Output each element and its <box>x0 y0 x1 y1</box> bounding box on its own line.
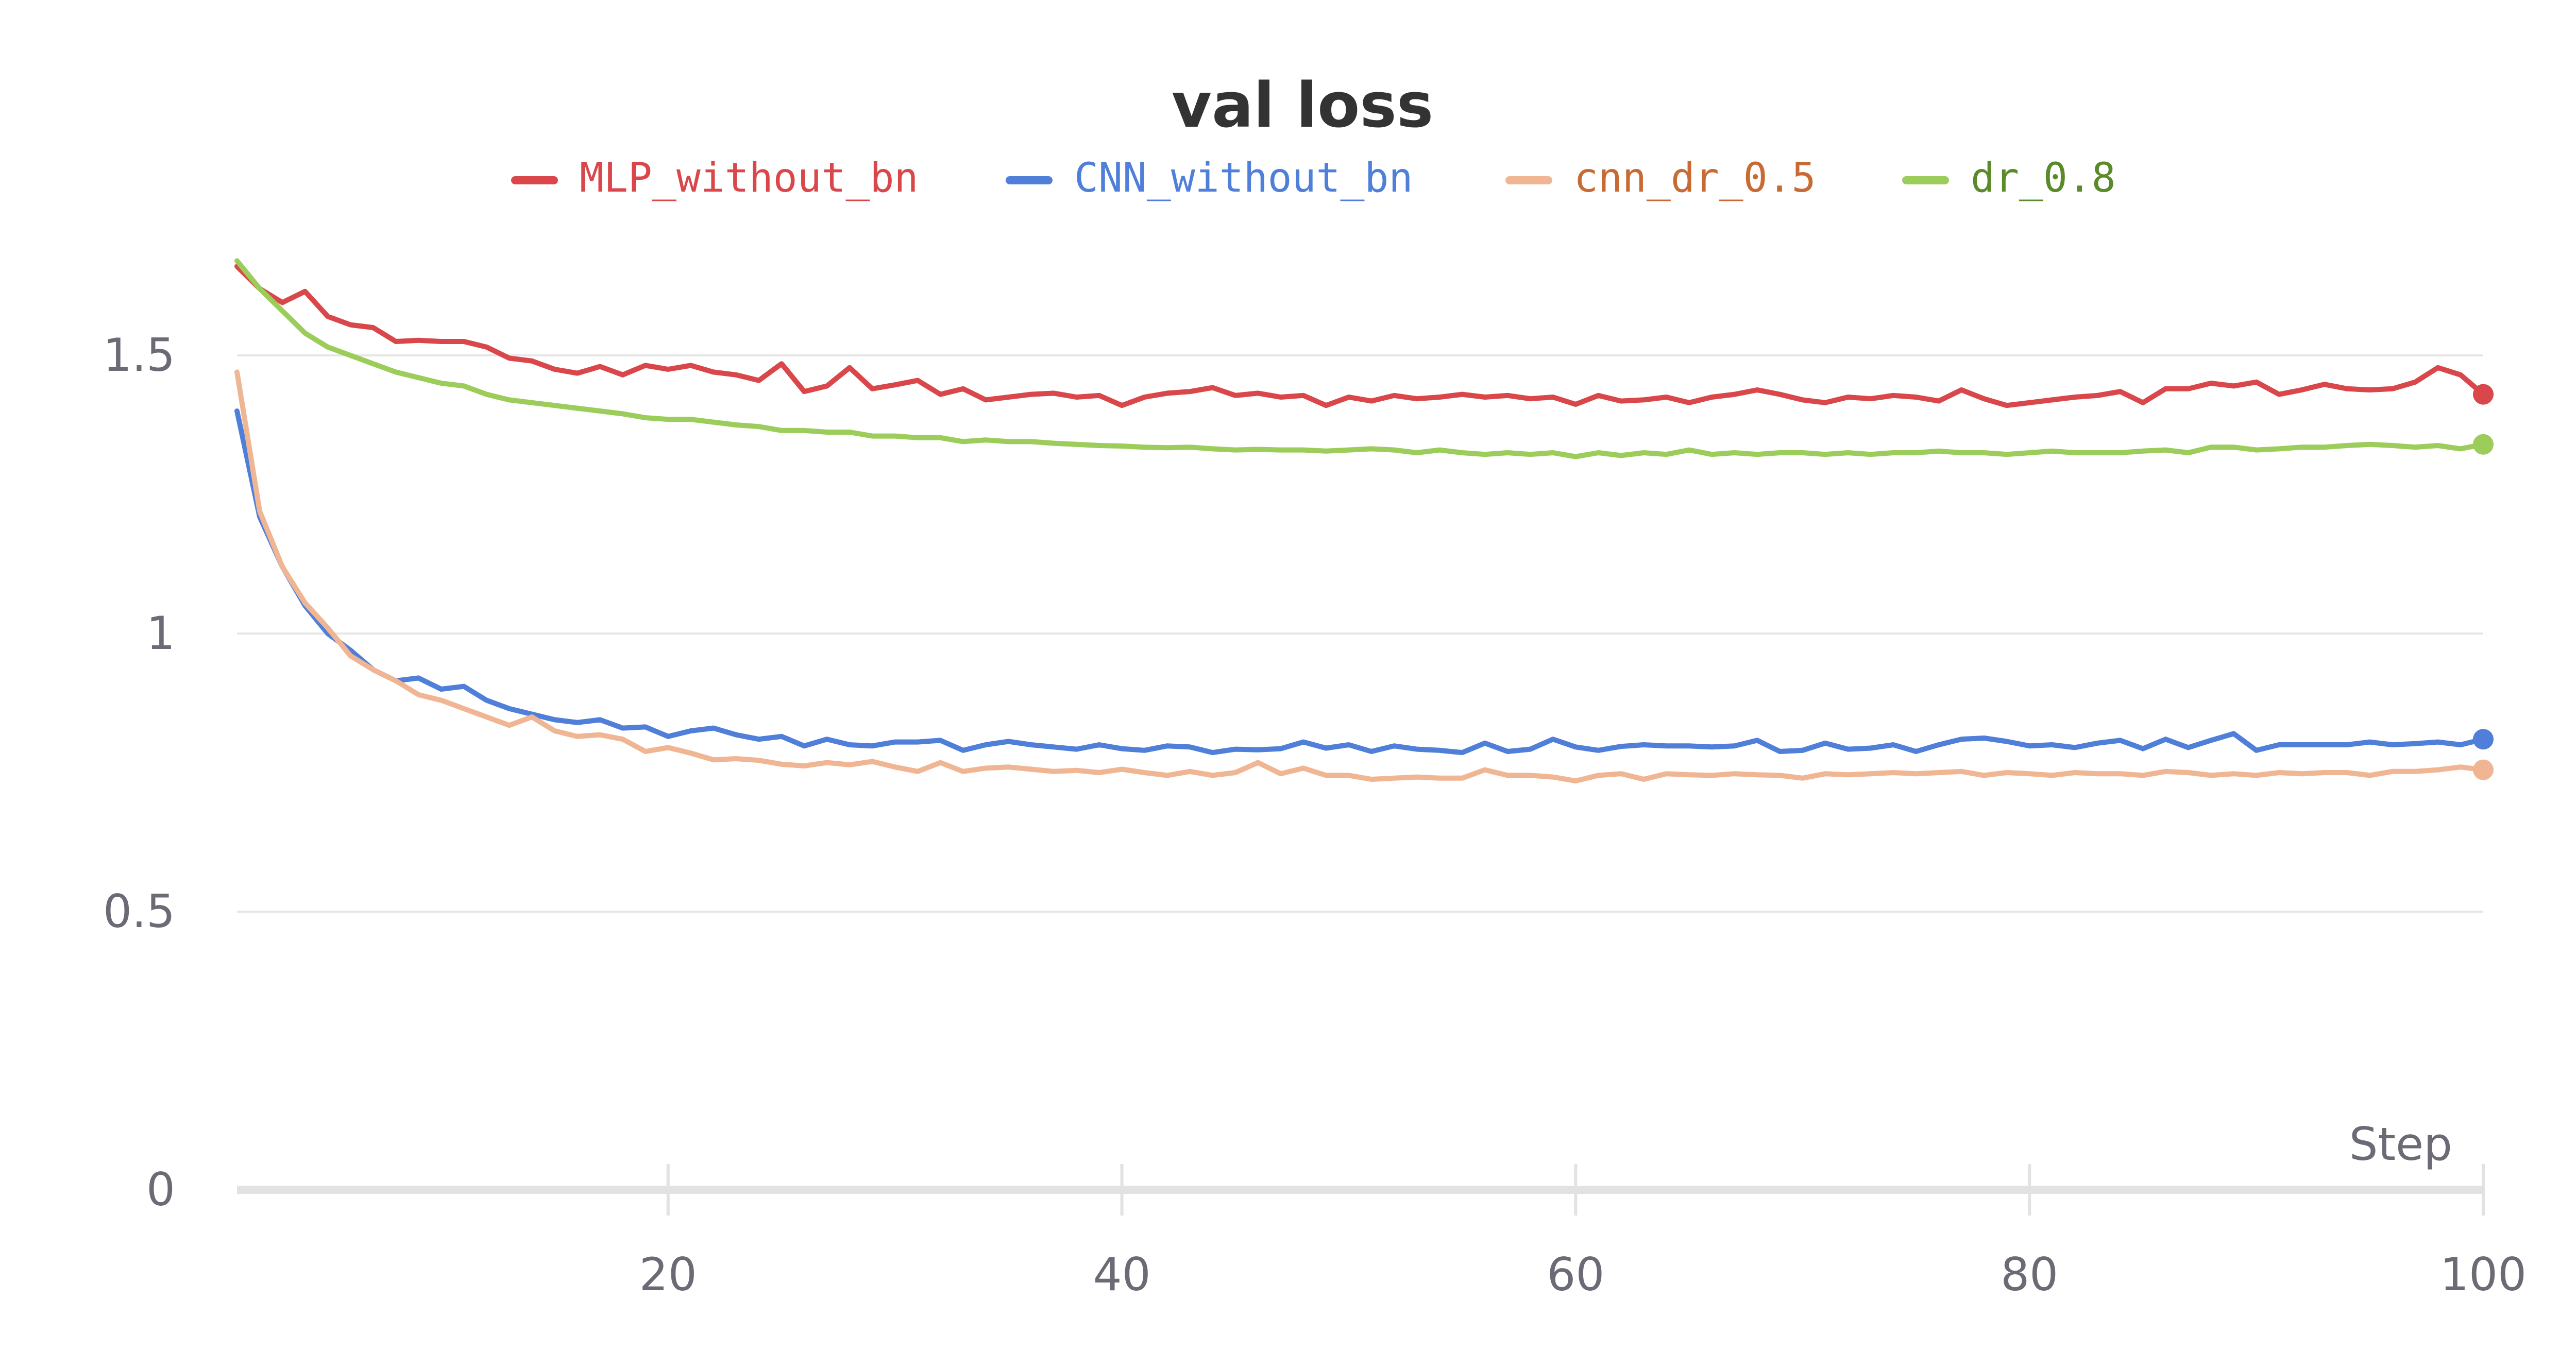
gridlines <box>237 354 2483 913</box>
series-end-point <box>2473 729 2494 750</box>
y-tick-label: 1.5 <box>103 329 175 382</box>
x-tick-label: 80 <box>2001 1248 2058 1301</box>
x-tick-label: 40 <box>1093 1248 1151 1301</box>
x-tick-label: 60 <box>1547 1248 1604 1301</box>
x-tick-label: 20 <box>639 1248 697 1301</box>
legend: MLP_without_bn CNN_without_bn cnn_dr_0.5 dr… <box>511 155 2116 201</box>
legend-label: CNN_without_bn <box>1074 155 1413 201</box>
x-axis-label: Step <box>2349 1118 2452 1171</box>
y-tick-label: 0 <box>146 1163 175 1216</box>
x-tick-label: 100 <box>2440 1248 2527 1301</box>
series-end-point <box>2473 434 2494 455</box>
series-end-point <box>2473 759 2494 780</box>
y-tick-label: 1 <box>146 607 175 660</box>
series-line <box>234 264 2486 408</box>
series-line <box>234 258 2486 459</box>
chart-title: val loss <box>1172 70 1434 142</box>
legend-label: MLP_without_bn <box>580 155 918 201</box>
legend-label: cnn_dr_0.5 <box>1574 155 1816 201</box>
series-line <box>234 408 2486 756</box>
legend-label: dr_0.8 <box>1971 155 2116 201</box>
series-line <box>234 369 2486 784</box>
series-group <box>234 258 2494 784</box>
series-end-point <box>2473 384 2494 405</box>
axes: 0 0.5 1 1.5 20 40 60 80 100 <box>103 329 2527 1301</box>
y-tick-label: 0.5 <box>103 885 175 938</box>
